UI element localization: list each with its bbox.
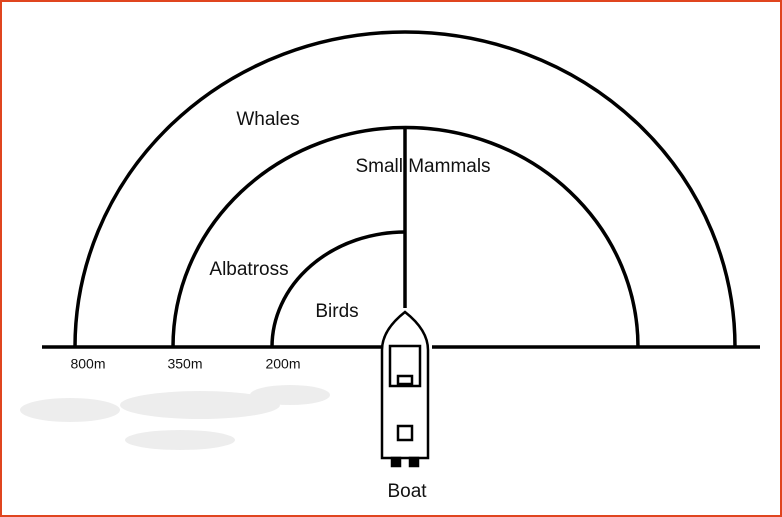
divider-label: Small Mammals [355, 156, 490, 177]
distance-label: 350m [167, 356, 202, 372]
region-label: Whales [236, 109, 299, 130]
region-label: Albatross [209, 259, 288, 280]
middle-arc [171, 125, 640, 348]
smudges [20, 385, 330, 450]
inner-arc [270, 230, 406, 348]
distance-label: 200m [265, 356, 300, 372]
region-label: Birds [315, 301, 358, 322]
distance-label: 800m [70, 356, 105, 372]
outer-arc [73, 30, 737, 348]
boat-icon [380, 310, 430, 468]
boat-label: Boat [387, 481, 427, 502]
